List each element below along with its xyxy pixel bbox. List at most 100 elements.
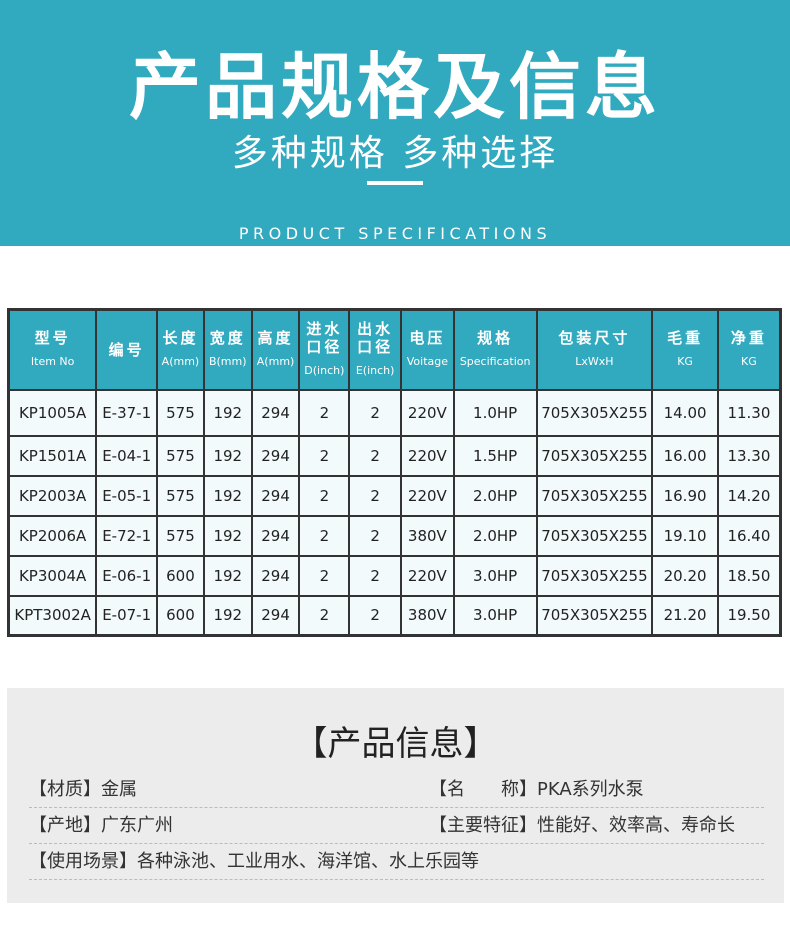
column-header: 净重 KG: [716, 308, 782, 391]
table-cell: 18.50: [716, 554, 782, 597]
column-header: 宽度 B(mm): [202, 308, 253, 391]
column-header-cn: 编号: [108, 340, 145, 359]
info-row: 【使用场景】各种泳池、工业用水、海洋馆、水上乐园等: [29, 844, 764, 880]
column-header: 毛重 KG: [651, 308, 719, 391]
column-header-cn: 长度: [162, 328, 199, 347]
table-cell: 2.0HP: [452, 474, 538, 517]
column-header-cn: 高度: [257, 328, 294, 347]
column-header: 进水口径 D(inch): [298, 308, 351, 391]
table-cell: 2: [298, 388, 351, 437]
table-cell: E-37-1: [95, 388, 159, 437]
header-banner: 产品规格及信息 多种规格 多种选择 PRODUCT SPECIFICATIONS: [0, 0, 790, 246]
table-cell: E-06-1: [95, 554, 159, 597]
table-row: KP1005A E-37-1 575 192 294 2 2 220V 1.0HP 705X305…: [7, 388, 782, 437]
table-row: KP2003A E-05-1 575 192 294 2 2 220V 2.0HP 705X305…: [7, 474, 782, 517]
table-cell: 294: [250, 474, 301, 517]
column-header-en: A(mm): [256, 354, 295, 368]
table-cell: KP2006A: [7, 514, 98, 557]
table-cell: 192: [202, 388, 253, 437]
table-cell: 575: [156, 434, 205, 477]
table-cell: 2: [348, 554, 402, 597]
column-header: 电压 Voitage: [400, 308, 455, 391]
table-cell: 2: [348, 594, 402, 637]
column-header: 编号: [95, 308, 159, 391]
table-cell: 1.0HP: [452, 388, 538, 437]
column-header: 包装尺寸 LxWxH: [535, 308, 654, 391]
column-header-en: B(mm): [208, 354, 247, 368]
table-cell: 192: [202, 554, 253, 597]
column-header-cn: 规格: [477, 328, 514, 347]
table-cell: 192: [202, 594, 253, 637]
table-cell: 2: [298, 434, 351, 477]
column-header-en: Voitage: [406, 354, 449, 368]
table-cell: 380V: [400, 514, 455, 557]
table-cell: 294: [250, 594, 301, 637]
origin: 【产地】广东广州: [29, 815, 173, 836]
table-cell: 14.20: [716, 474, 782, 517]
table-cell: 20.20: [651, 554, 719, 597]
table-cell: KP1501A: [7, 434, 98, 477]
column-header-en: Item No: [30, 354, 75, 368]
english-title: PRODUCT SPECIFICATIONS: [238, 224, 552, 243]
table-row: KP1501A E-04-1 575 192 294 2 2 220V 1.5HP 705X305…: [7, 434, 782, 477]
table-cell: 220V: [400, 474, 455, 517]
table-cell: 705X305X255: [535, 594, 654, 637]
table-cell: 2: [298, 474, 351, 517]
column-header-cn: 出水口径: [357, 319, 394, 356]
table-cell: 11.30: [716, 388, 782, 437]
column-header-cn: 电压: [409, 328, 446, 347]
column-header-en: D(inch): [304, 363, 345, 377]
table-cell: 600: [156, 554, 205, 597]
table-cell: 21.20: [651, 594, 719, 637]
table-cell: 705X305X255: [535, 434, 654, 477]
table-cell: 294: [250, 514, 301, 557]
column-header-en: KG: [677, 354, 693, 368]
table-cell: KPT3002A: [7, 594, 98, 637]
table-row: KP2006A E-72-1 575 192 294 2 2 380V 2.0HP 705X305…: [7, 514, 782, 557]
page-title: 产品规格及信息: [128, 45, 661, 129]
table-cell: KP1005A: [7, 388, 98, 437]
info-row: 【材质】金属 【名 称】PKA系列水泵: [29, 772, 764, 808]
column-header-en: KG: [741, 354, 757, 368]
table-cell: 705X305X255: [535, 554, 654, 597]
table-cell: 600: [156, 594, 205, 637]
spec-table: 型号 Item No 编号 长度 A(mm) 宽度 B(mm) 高度 A(mm) 进水口径 D(in…: [7, 308, 782, 637]
table-cell: 2: [348, 474, 402, 517]
table-cell: 2: [348, 514, 402, 557]
divider: [367, 181, 423, 185]
column-header: 长度 A(mm): [156, 308, 205, 391]
column-header-cn: 进水口径: [306, 319, 343, 356]
table-cell: 1.5HP: [452, 434, 538, 477]
table-cell: 294: [250, 388, 301, 437]
table-cell: 705X305X255: [535, 474, 654, 517]
table-cell: 19.50: [716, 594, 782, 637]
table-row: KP3004A E-06-1 600 192 294 2 2 220V 3.0HP 705X305…: [7, 554, 782, 597]
table-cell: 192: [202, 434, 253, 477]
table-cell: 220V: [400, 554, 455, 597]
usage: 【使用场景】各种泳池、工业用水、海洋馆、水上乐园等: [29, 851, 479, 872]
column-header-en: A(mm): [161, 354, 200, 368]
table-row: KPT3002A E-07-1 600 192 294 2 2 380V 3.0HP 705X30…: [7, 594, 782, 637]
table-cell: 575: [156, 514, 205, 557]
table-cell: KP2003A: [7, 474, 98, 517]
table-cell: 16.40: [716, 514, 782, 557]
table-cell: 575: [156, 388, 205, 437]
table-cell: E-04-1: [95, 434, 159, 477]
column-header-cn: 包装尺寸: [558, 328, 631, 347]
table-cell: 220V: [400, 388, 455, 437]
table-cell: KP3004A: [7, 554, 98, 597]
column-header: 高度 A(mm): [250, 308, 301, 391]
column-header-en: Specification: [459, 354, 531, 368]
column-header-cn: 毛重: [667, 328, 704, 347]
column-header-en: LxWxH: [575, 354, 614, 368]
table-cell: 380V: [400, 594, 455, 637]
table-cell: 3.0HP: [452, 554, 538, 597]
table-cell: 2: [298, 594, 351, 637]
table-cell: 220V: [400, 434, 455, 477]
table-cell: 2: [348, 388, 402, 437]
info-row: 【产地】广东广州 【主要特征】性能好、效率高、寿命长: [29, 808, 764, 844]
table-cell: 13.30: [716, 434, 782, 477]
table-cell: 294: [250, 434, 301, 477]
table-cell: 192: [202, 474, 253, 517]
table-cell: 16.00: [651, 434, 719, 477]
